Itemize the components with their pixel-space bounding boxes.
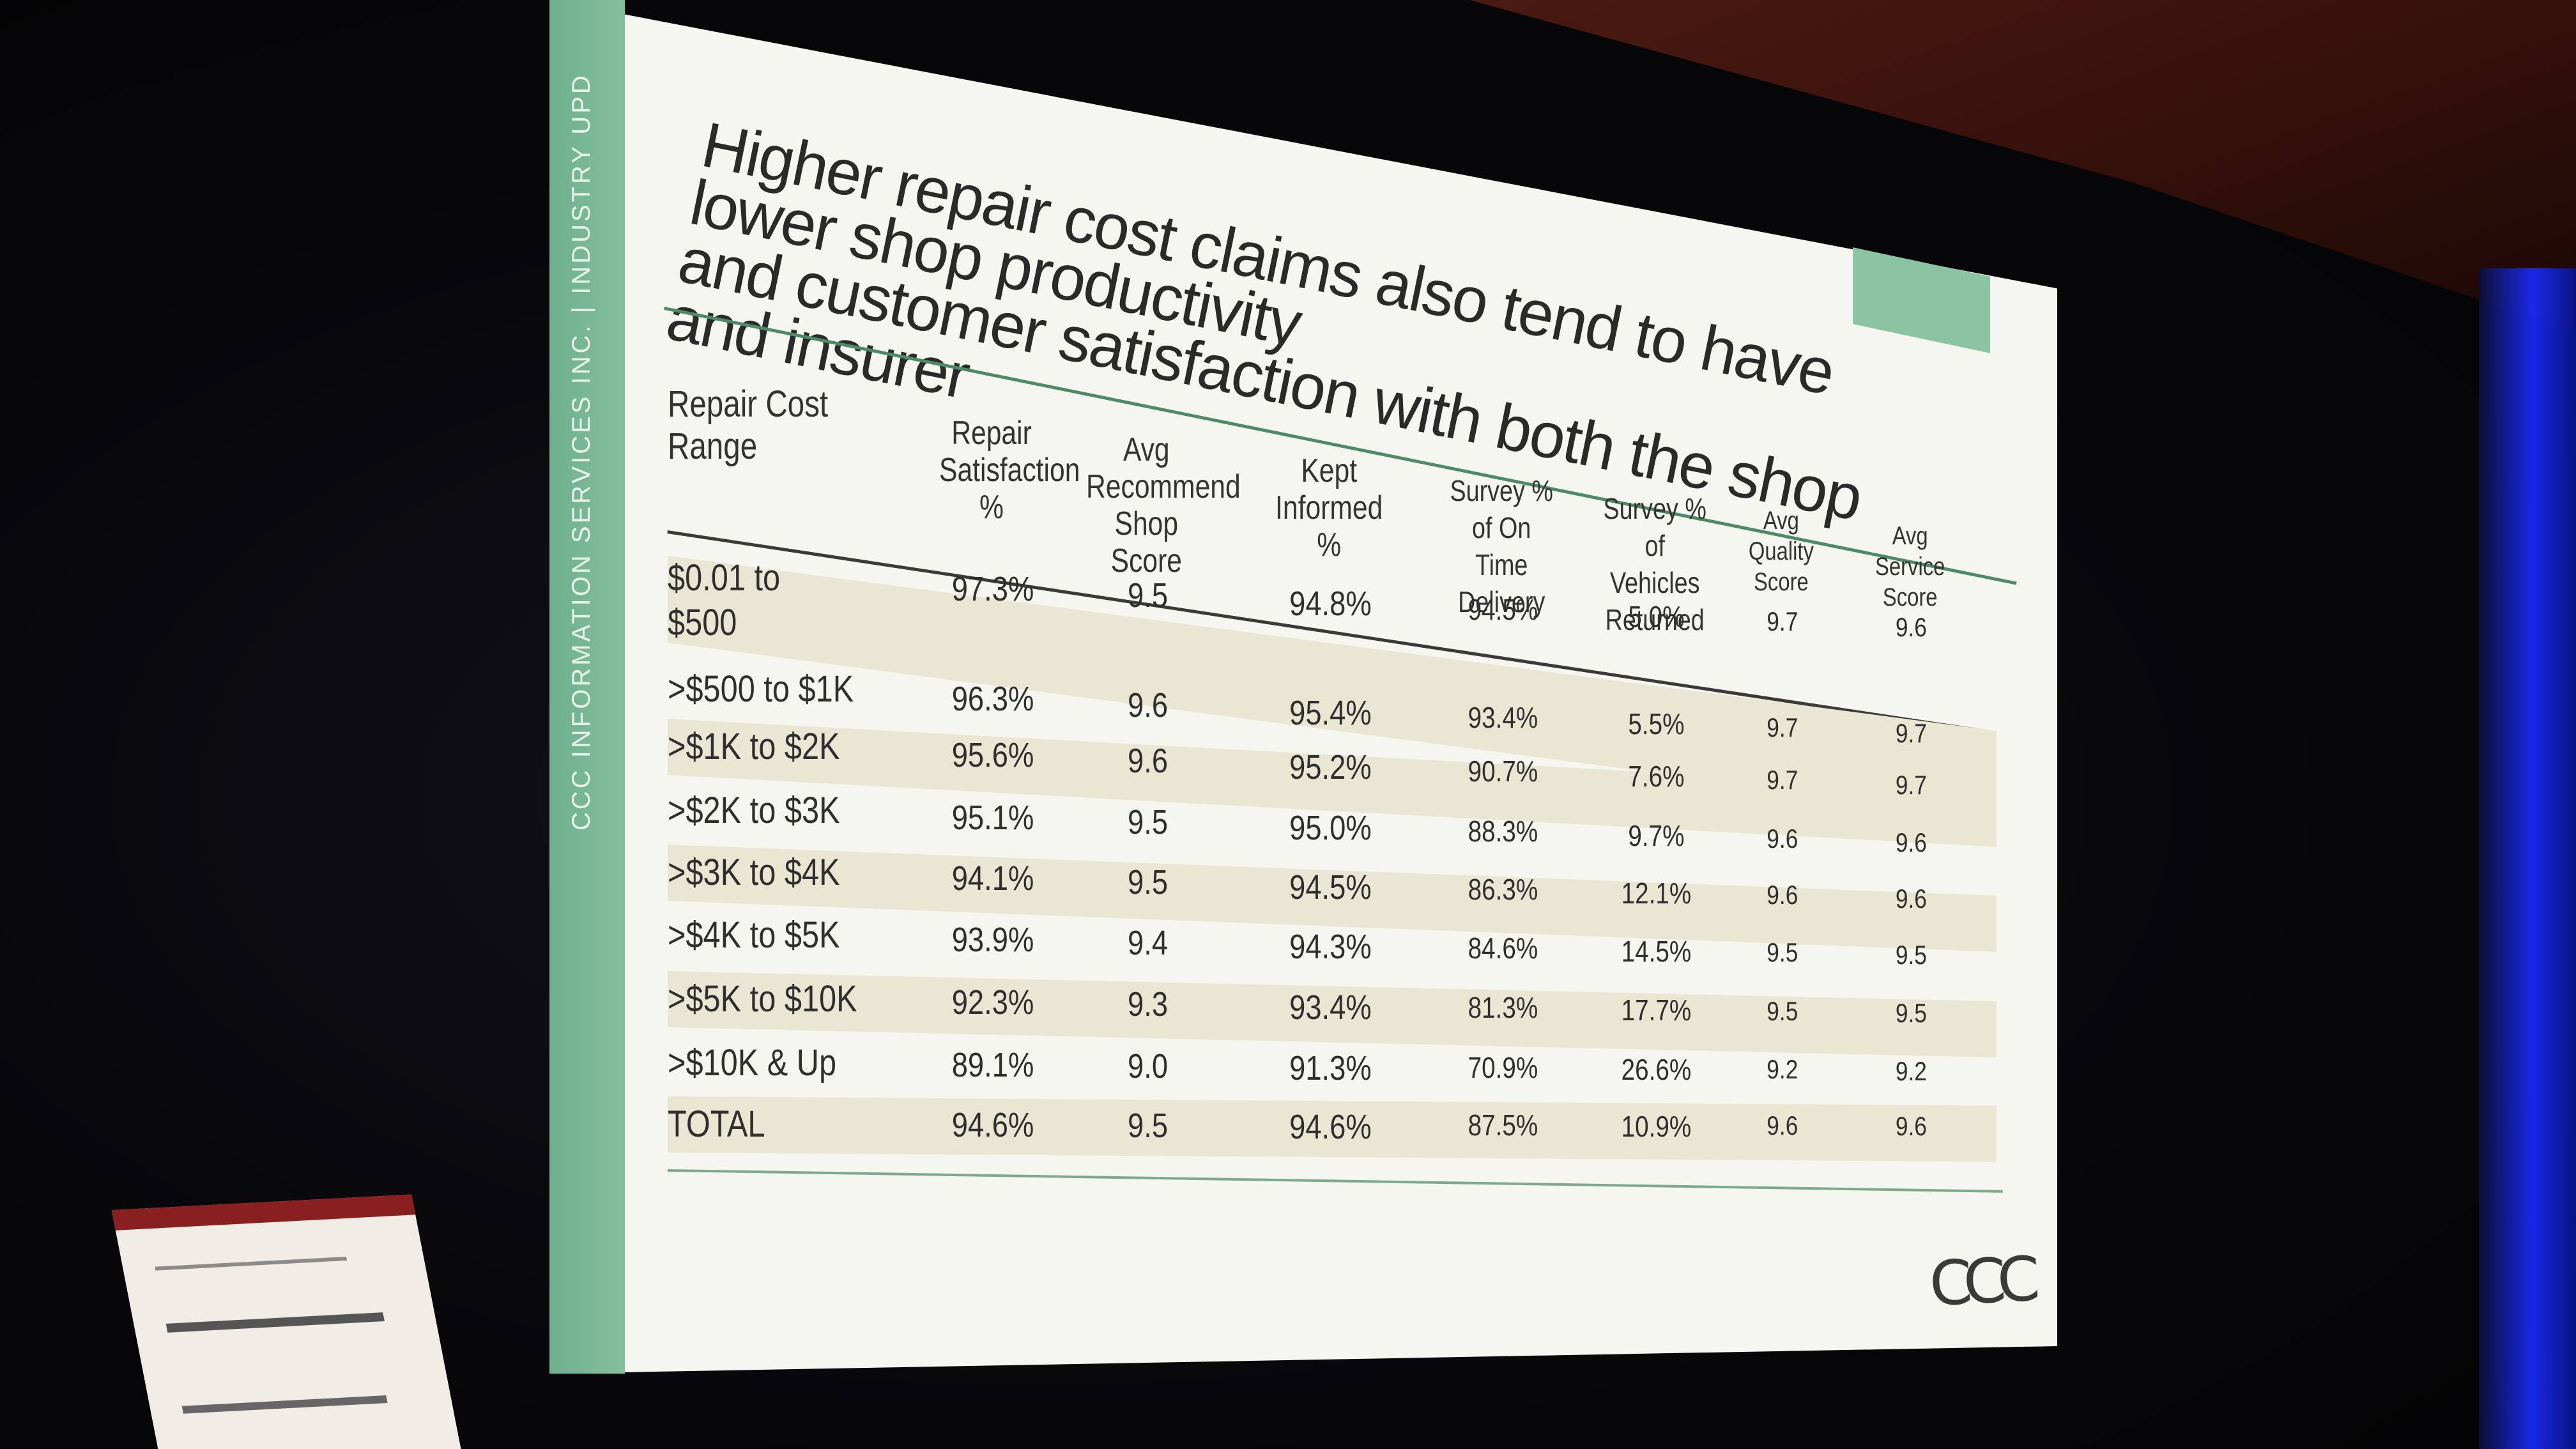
table-cell: 96.3% xyxy=(951,680,1034,719)
table-cell: 9.5 xyxy=(1128,576,1169,615)
table-cell: 91.3% xyxy=(1289,1049,1372,1088)
slide-side-text: CCC INFORMATION SERVICES INC. | INDUSTRY… xyxy=(567,73,595,831)
table-cell: 9.5 xyxy=(1895,998,1927,1028)
table-cell: 26.6% xyxy=(1621,1053,1692,1086)
table-cell: 81.3% xyxy=(1468,991,1538,1025)
row-label: >$3K to $4K xyxy=(668,852,840,893)
table-cell: 9.7 xyxy=(1895,769,1927,800)
table-cell: 9.6 xyxy=(1895,612,1927,643)
table-cell: 9.2 xyxy=(1895,1055,1927,1086)
table-cell: 7.6% xyxy=(1628,760,1685,793)
table-cell: 9.6 xyxy=(1767,823,1798,854)
table-cell: 9.5 xyxy=(1128,863,1169,902)
stage-curtain xyxy=(2479,268,2576,1449)
row-label: TOTAL xyxy=(668,1103,765,1145)
column-header: Kept Informed % xyxy=(1275,452,1383,564)
row-label: $0.01 to $500 xyxy=(668,557,781,643)
table-cell: 94.5% xyxy=(1468,592,1538,626)
row-label: >$5K to $10K xyxy=(668,978,857,1020)
column-header: Repair Cost Range xyxy=(668,383,829,467)
table-cell: 95.6% xyxy=(951,736,1034,775)
table-cell: 9.5 xyxy=(1128,1106,1169,1145)
table-cell: 88.3% xyxy=(1468,814,1538,848)
table-cell: 92.3% xyxy=(951,983,1034,1022)
table-cell: 93.9% xyxy=(951,920,1034,959)
table-cell: 89.1% xyxy=(951,1045,1034,1084)
table-cell: 14.5% xyxy=(1621,934,1692,968)
row-label: >$2K to $3K xyxy=(668,790,840,831)
table-cell: 5.5% xyxy=(1628,707,1685,740)
table-cell: 93.4% xyxy=(1289,988,1372,1027)
table-cell: 95.1% xyxy=(951,799,1034,838)
table-cell: 9.5 xyxy=(1128,803,1169,842)
column-header: Survey % of On Time Delivery xyxy=(1450,474,1553,619)
table-cell: 95.0% xyxy=(1289,809,1372,848)
table-cell: 9.7 xyxy=(1767,606,1798,636)
slide-side-bar xyxy=(549,0,625,1374)
table-cell: 9.2 xyxy=(1767,1054,1798,1085)
attendee-badge xyxy=(111,1194,464,1449)
table-cell: 9.6 xyxy=(1767,880,1798,910)
table-cell: 9.6 xyxy=(1895,827,1927,858)
column-header: Avg Recommend Shop Score xyxy=(1086,431,1241,580)
table-cell: 94.1% xyxy=(951,859,1034,898)
table-cell: 95.2% xyxy=(1289,748,1372,787)
table-cell: 9.5 xyxy=(1767,995,1798,1026)
table-cell: 9.6 xyxy=(1895,1111,1927,1142)
table-cell: 12.1% xyxy=(1621,876,1692,910)
row-label: >$4K to $5K xyxy=(668,914,840,956)
table-cell: 9.3 xyxy=(1128,985,1169,1024)
table-cell: 94.3% xyxy=(1289,927,1372,966)
table-cell: 17.7% xyxy=(1621,993,1692,1027)
table-cell: 9.6 xyxy=(1895,883,1927,914)
table-cell: 9.6 xyxy=(1767,1110,1798,1140)
table-cell: 93.4% xyxy=(1468,700,1538,734)
table-cell: 94.6% xyxy=(1289,1107,1372,1146)
column-header: Survey % of Vehicles Returned xyxy=(1603,491,1706,636)
table-cell: 94.6% xyxy=(951,1105,1034,1144)
table-cell: 84.6% xyxy=(1468,931,1538,965)
table-cell: 9.5 xyxy=(1895,940,1927,970)
column-header: Repair Satisfaction % xyxy=(939,414,1080,526)
column-header: Avg Quality Score xyxy=(1748,507,1814,597)
table-cell: 94.5% xyxy=(1289,868,1372,907)
table-cell: 9.6 xyxy=(1128,686,1169,724)
row-label: >$500 to $1K xyxy=(668,668,854,710)
table-cell: 9.5 xyxy=(1767,937,1798,967)
table-cell: 9.7 xyxy=(1767,712,1798,743)
table-cell: 9.6 xyxy=(1128,741,1169,780)
row-label: >$10K & Up xyxy=(668,1042,837,1084)
table-cell: 9.0 xyxy=(1128,1047,1169,1086)
table-cell: 95.4% xyxy=(1289,693,1372,732)
table-cell: 90.7% xyxy=(1468,754,1538,788)
table-cell: 97.3% xyxy=(951,569,1034,608)
table-cell: 86.3% xyxy=(1468,872,1538,906)
table-cell: 9.4 xyxy=(1128,923,1169,962)
row-label: >$1K to $2K xyxy=(668,726,840,767)
table-cell: 10.9% xyxy=(1621,1109,1692,1143)
ccc-logo: CCC xyxy=(1928,1243,2033,1321)
column-header: Avg Service Score xyxy=(1875,522,1945,612)
table-cell: 9.7% xyxy=(1628,819,1685,853)
table-cell: 9.7 xyxy=(1895,717,1927,748)
table-cell: 9.7 xyxy=(1767,764,1798,795)
table-cell: 5.0% xyxy=(1628,599,1685,633)
table-cell: 94.8% xyxy=(1289,585,1372,624)
table-cell: 87.5% xyxy=(1468,1108,1538,1142)
table-cell: 70.9% xyxy=(1468,1051,1538,1085)
